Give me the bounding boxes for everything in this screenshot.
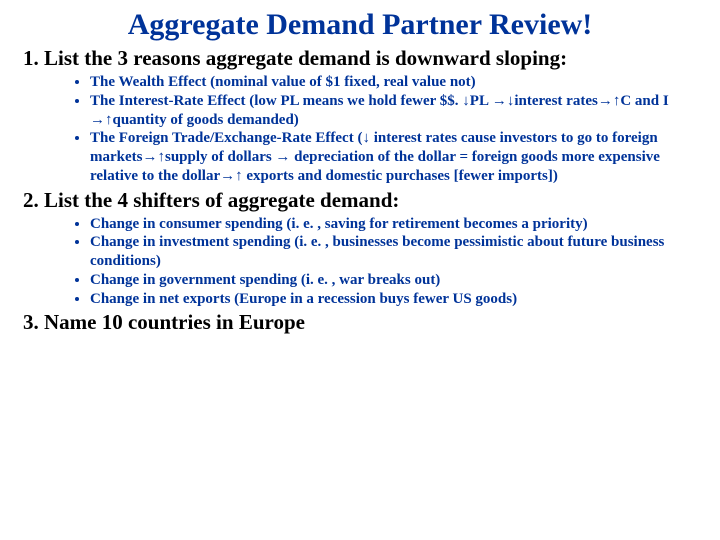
question-item: List the 3 reasons aggregate demand is d… bbox=[44, 46, 702, 186]
question-prompt: List the 3 reasons aggregate demand is d… bbox=[44, 46, 567, 70]
slide-title: Aggregate Demand Partner Review! bbox=[18, 8, 702, 42]
answer-list: Change in consumer spending (i. e. , sav… bbox=[44, 215, 702, 309]
answer-item: Change in government spending (i. e. , w… bbox=[90, 271, 702, 290]
question-item: List the 4 shifters of aggregate demand:… bbox=[44, 188, 702, 309]
question-prompt: Name 10 countries in Europe bbox=[44, 310, 305, 334]
answer-item: Change in net exports (Europe in a reces… bbox=[90, 290, 702, 309]
question-list: List the 3 reasons aggregate demand is d… bbox=[18, 46, 702, 335]
question-item: Name 10 countries in Europe bbox=[44, 310, 702, 335]
answer-item: The Foreign Trade/Exchange-Rate Effect (… bbox=[90, 129, 702, 185]
answer-item: Change in consumer spending (i. e. , sav… bbox=[90, 215, 702, 234]
answer-item: Change in investment spending (i. e. , b… bbox=[90, 233, 702, 271]
answer-item: The Interest-Rate Effect (low PL means w… bbox=[90, 92, 702, 130]
answer-list: The Wealth Effect (nominal value of $1 f… bbox=[44, 73, 702, 186]
answer-item: The Wealth Effect (nominal value of $1 f… bbox=[90, 73, 702, 92]
question-prompt: List the 4 shifters of aggregate demand: bbox=[44, 188, 399, 212]
